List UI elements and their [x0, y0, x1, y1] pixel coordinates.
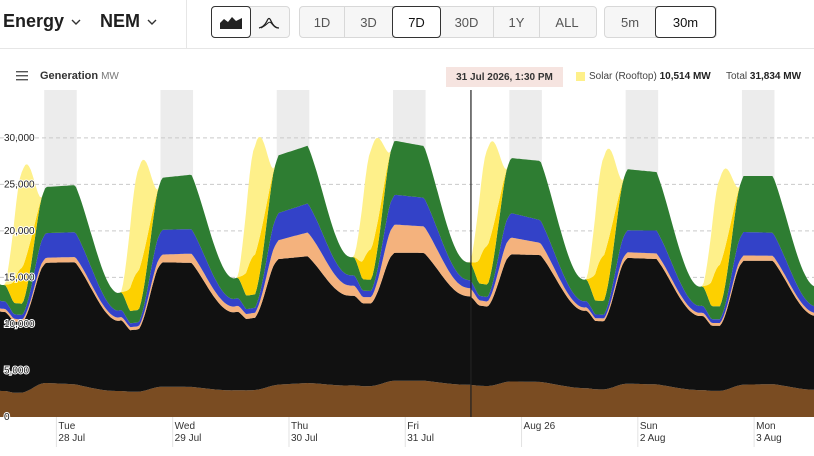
region-selector[interactable]: NEM [100, 11, 176, 32]
series-area-hydro [0, 194, 814, 328]
x-tick-sublabel: 31 Jul [407, 433, 434, 444]
legend-value: 10,514 MW [659, 71, 711, 82]
y-tick-label: 0 [4, 412, 10, 423]
x-tick-label: Aug 26 [524, 421, 556, 432]
dashboard-title: Energy [3, 11, 65, 31]
stacked-area-button[interactable] [211, 6, 251, 38]
divider [186, 0, 187, 48]
range-button-all[interactable]: ALL [555, 14, 579, 30]
hover-time-badge: 31 Jul 2026, 1:30 PM [446, 67, 563, 87]
top-bar: Energy NEM 1D 3D 7D 30D 1Y ALL 5m [0, 0, 814, 49]
chart-header: Generation MW 31 Jul 2026, 1:30 PM Solar … [0, 64, 814, 88]
x-tick-label: Wed [175, 421, 195, 432]
chart-type-toggle [211, 6, 290, 38]
y-tick-label: 10,000 [4, 319, 35, 330]
range-selector: 1D 3D 7D 30D 1Y ALL [299, 6, 597, 38]
range-button-3d[interactable]: 3D [345, 7, 393, 37]
chevron-down-icon [147, 19, 157, 25]
title-group: Energy NEM [3, 11, 176, 32]
legend-label: Solar (Rooftop) [589, 71, 657, 82]
series-area-wind [0, 141, 814, 324]
x-tick-label: Tue [58, 421, 75, 432]
series-area-solar-utility [0, 141, 814, 311]
legend-swatch [576, 72, 585, 81]
region-title: NEM [100, 11, 141, 31]
stacked-area-icon [220, 17, 242, 29]
x-tick-sublabel: 30 Jul [291, 433, 318, 444]
y-tick-label: 25,000 [4, 179, 35, 190]
y-tick-label: 15,000 [4, 272, 35, 283]
line-chart-button[interactable] [250, 7, 287, 37]
chevron-down-icon [71, 19, 81, 25]
legend-entry: Solar (Rooftop) 10,514 MW [589, 71, 711, 82]
x-tick-sublabel: 3 Aug [756, 433, 782, 444]
total-label: Total [726, 71, 748, 82]
y-tick-label: 30,000 [4, 133, 35, 144]
generation-chart[interactable]: 05,00010,00015,00020,00025,00030,000Tue2… [0, 90, 814, 456]
chart-unit: MW [101, 71, 119, 82]
menu-icon[interactable] [16, 71, 28, 81]
chart-title: Generation MW [40, 70, 119, 82]
dashboard-selector[interactable]: Energy [3, 11, 100, 32]
interval-button-5m[interactable]: 5m [605, 7, 656, 37]
interval-selector: 5m 30m [604, 6, 717, 38]
series-area-black-coal [0, 252, 814, 393]
x-tick-sublabel: 2 Aug [640, 433, 666, 444]
x-tick-label: Thu [291, 421, 308, 432]
series-area-gas [0, 224, 814, 331]
x-tick-label: Mon [756, 421, 775, 432]
total-value: 31,834 MW [749, 71, 802, 82]
x-tick-label: Fri [407, 421, 419, 432]
x-tick-sublabel: 29 Jul [175, 433, 202, 444]
series-area-brown-coal [0, 380, 814, 417]
range-button-7d[interactable]: 7D [392, 6, 441, 38]
interval-button-30m[interactable]: 30m [655, 6, 716, 38]
chart-title-text: Generation [40, 70, 99, 82]
y-tick-label: 5,000 [4, 365, 29, 376]
range-button-30d[interactable]: 30D [440, 7, 494, 37]
y-tick-label: 20,000 [4, 226, 35, 237]
total-readout: Total 31,834 MW [726, 71, 801, 82]
range-button-1y[interactable]: 1Y [494, 7, 540, 37]
series-area-solar-rooftop [0, 137, 814, 293]
x-tick-label: Sun [640, 421, 658, 432]
range-button-1d[interactable]: 1D [300, 7, 345, 37]
line-chart-icon [258, 17, 279, 29]
x-tick-sublabel: 28 Jul [58, 433, 85, 444]
